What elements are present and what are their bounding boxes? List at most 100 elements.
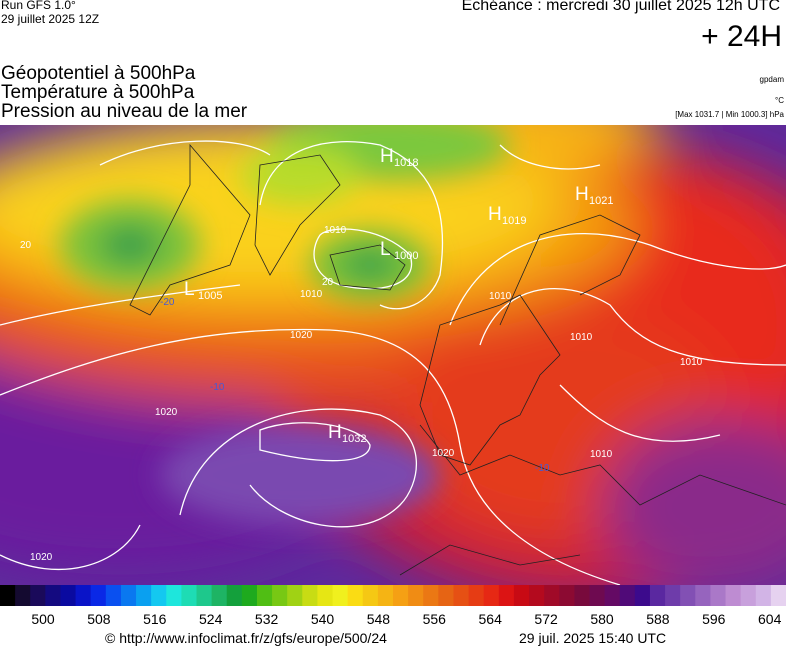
center-value: 1021 xyxy=(589,195,613,207)
colorbar-label: 508 xyxy=(87,611,111,627)
color-swatch xyxy=(317,585,334,606)
color-swatch xyxy=(75,585,92,606)
color-swatch xyxy=(483,585,500,606)
color-swatch xyxy=(196,585,213,606)
color-swatch xyxy=(15,585,31,606)
unit: gpdam xyxy=(759,75,784,84)
color-swatch xyxy=(136,585,152,606)
contour-label: 20 xyxy=(20,240,32,251)
color-swatch xyxy=(619,585,636,606)
contour-label: 1010 xyxy=(590,449,613,460)
color-swatch xyxy=(770,585,786,606)
color-swatch xyxy=(45,585,61,606)
color-swatch xyxy=(166,585,182,606)
unit: [Max 1031.7 | Min 1000.3] hPa xyxy=(675,110,784,119)
color-swatch xyxy=(529,585,545,606)
offset: + 24H xyxy=(701,20,782,53)
center-value: 1019 xyxy=(502,215,526,227)
title: Pression au niveau de la mer xyxy=(1,101,248,122)
color-swatch xyxy=(272,585,288,606)
color-swatch xyxy=(649,585,666,606)
contour-label: -20 xyxy=(160,297,175,308)
title: Température à 500hPa xyxy=(1,82,195,103)
colorbar-label: 580 xyxy=(590,611,614,627)
center-type: H xyxy=(488,204,502,225)
contour-label: 1020 xyxy=(290,330,313,341)
color-swatch xyxy=(665,585,681,606)
color-swatch xyxy=(30,585,46,606)
color-swatch xyxy=(513,585,530,606)
center-value: 1032 xyxy=(342,433,366,445)
center-type: H xyxy=(328,422,342,443)
echeance: Echéance : mercredi 30 juillet 2025 12h … xyxy=(461,0,780,14)
map: 1010 1010 1020 1020 1020 1010 1010 1010 1020 1010… xyxy=(0,125,786,585)
color-swatch xyxy=(574,585,590,606)
color-swatch xyxy=(105,585,122,606)
color-swatch xyxy=(226,585,243,606)
contour-label: 1010 xyxy=(570,332,593,343)
color-swatch xyxy=(241,585,258,606)
colorbar-label: 564 xyxy=(479,611,503,627)
color-swatch xyxy=(408,585,424,606)
contour-label: 1020 xyxy=(30,552,53,563)
contour-label: 20 xyxy=(322,277,334,288)
contour-label: 1020 xyxy=(155,407,178,418)
color-swatch xyxy=(211,585,228,606)
color-swatch xyxy=(181,585,197,606)
color-swatch xyxy=(362,585,379,606)
unit: °C xyxy=(775,96,784,105)
color-swatch xyxy=(0,585,16,606)
color-swatch xyxy=(468,585,485,606)
color-swatch xyxy=(498,585,515,606)
center-type: L xyxy=(184,279,195,300)
color-swatch xyxy=(634,585,651,606)
contour-label: 1010 xyxy=(489,291,512,302)
color-swatch xyxy=(377,585,394,606)
center-type: H xyxy=(380,146,394,167)
color-swatch xyxy=(680,585,696,606)
colorbar-label: 524 xyxy=(199,611,223,627)
colorbar-label: 532 xyxy=(255,611,279,627)
colorbar-label: 588 xyxy=(646,611,670,627)
colorbar-label: 548 xyxy=(367,611,391,627)
color-swatch xyxy=(559,585,575,606)
color-swatch xyxy=(438,585,454,606)
color-swatch xyxy=(120,585,137,606)
run-date: 29 juillet 2025 12Z xyxy=(1,12,100,26)
color-swatch xyxy=(151,585,167,606)
color-swatch xyxy=(287,585,303,606)
color-swatch xyxy=(589,585,606,606)
colorbar-label: 596 xyxy=(702,611,726,627)
color-swatch xyxy=(90,585,107,606)
color-swatch xyxy=(544,585,560,606)
contour-label: -10 xyxy=(210,382,225,393)
colorbar-label: 516 xyxy=(143,611,167,627)
title: Géopotentiel à 500hPa xyxy=(1,63,196,84)
colorbar-label: 572 xyxy=(534,611,558,627)
color-swatch xyxy=(453,585,470,606)
center-value: 1018 xyxy=(394,157,418,169)
generated: 29 juil. 2025 15:40 UTC xyxy=(519,630,667,646)
color-swatch xyxy=(755,585,772,606)
color-swatch xyxy=(695,585,711,606)
center-value: 1000 xyxy=(394,250,418,262)
color-swatch xyxy=(710,585,727,606)
color-swatch xyxy=(393,585,409,606)
run: Run GFS 1.0° xyxy=(1,0,76,12)
contour-label: 1020 xyxy=(432,448,455,459)
colorbar-label: 500 xyxy=(31,611,55,627)
colorbar-label: 604 xyxy=(758,611,782,627)
color-swatch xyxy=(725,585,742,606)
colorbar-label: 540 xyxy=(311,611,335,627)
contour-label: -10 xyxy=(535,463,550,474)
color-swatch xyxy=(332,585,349,606)
color-swatch xyxy=(604,585,621,606)
contour-label: 1010 xyxy=(680,357,703,368)
center-type: L xyxy=(380,239,391,260)
center-value: 1005 xyxy=(198,290,222,302)
colorbar-label: 556 xyxy=(423,611,447,627)
color-swatch xyxy=(740,585,757,606)
center-type: H xyxy=(575,184,589,205)
contour-label: 1010 xyxy=(300,289,323,300)
